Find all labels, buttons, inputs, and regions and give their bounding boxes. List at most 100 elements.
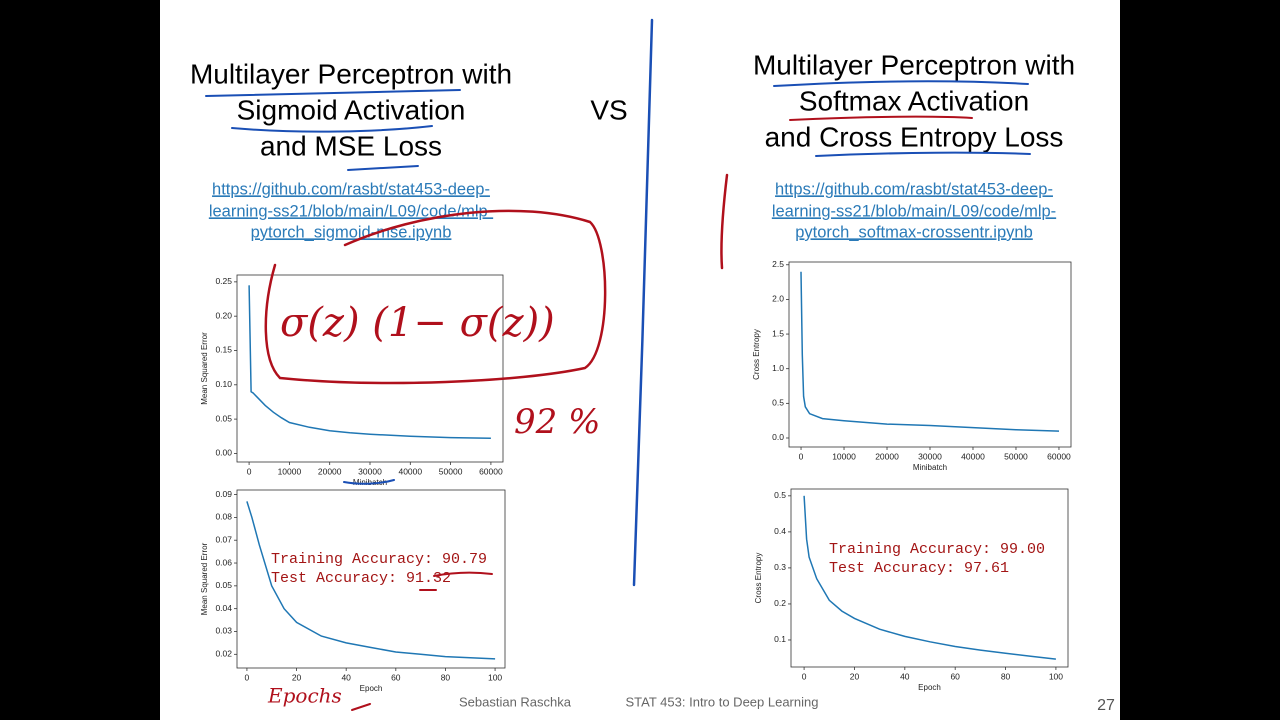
link-line[interactable]: learning-ss21/blob/main/L09/code/mlp- (209, 202, 493, 220)
y-tick-label: 1.0 (772, 363, 784, 373)
x-tick-label: 0 (799, 451, 804, 461)
x-tick-label: 80 (1001, 671, 1011, 681)
link-line[interactable]: https://github.com/rasbt/stat453-deep- (212, 180, 490, 198)
y-tick-label: 0.5 (774, 490, 786, 500)
x-axis-label: Epoch (360, 684, 383, 693)
data-line (246, 501, 496, 660)
underline (343, 479, 395, 485)
x-axis-label: Minibatch (353, 478, 387, 487)
ink-mark (720, 173, 729, 270)
right-link[interactable]: https://github.com/rasbt/stat453-deep- l… (772, 180, 1056, 241)
y-tick-label: 0.3 (774, 562, 786, 572)
data-line (248, 285, 491, 440)
underline (433, 571, 493, 577)
accuracy-text: Training Accuracy: 90.79 (271, 551, 487, 568)
y-tick-label: 0.00 (215, 448, 232, 458)
x-tick-label: 40 (900, 671, 910, 681)
link-line[interactable]: pytorch_sigmoid-mse.ipynb (251, 223, 452, 241)
x-tick-label: 100 (488, 672, 502, 682)
link-line[interactable]: pytorch_softmax-crossentr.ipynb (795, 223, 1033, 241)
accuracy-text: Training Accuracy: 99.00 (829, 541, 1045, 558)
y-tick-label: 0.2 (774, 598, 786, 608)
y-tick-label: 0.06 (215, 557, 232, 567)
y-tick-label: 0.05 (215, 413, 232, 423)
x-tick-label: 0 (247, 466, 252, 476)
x-tick-label: 60000 (479, 466, 503, 476)
x-tick-label: 80 (441, 672, 451, 682)
x-axis-label: Minibatch (913, 463, 947, 472)
x-axis-label: Epoch (918, 683, 941, 692)
x-tick-label: 20 (292, 672, 302, 682)
x-tick-label: 10000 (832, 451, 856, 461)
x-tick-label: 20 (850, 671, 860, 681)
y-tick-label: 0.25 (215, 276, 232, 286)
handwritten-epochs: Epochs (267, 684, 342, 708)
y-tick-label: 0.15 (215, 345, 232, 355)
handwritten-percent: 92 % (514, 402, 600, 442)
left-title: Multilayer Perceptron with Sigmoid Activ… (190, 58, 512, 161)
title-line: Sigmoid Activation (237, 94, 466, 125)
y-tick-label: 0.05 (215, 580, 232, 590)
ink-ellipse (264, 209, 607, 385)
y-tick-label: 1.5 (772, 328, 784, 338)
x-tick-label: 50000 (1004, 451, 1028, 461)
accuracy-text: Test Accuracy: 91.32 (271, 570, 451, 587)
footer-course: STAT 453: Intro to Deep Learning (626, 694, 819, 709)
slide (160, 0, 1120, 720)
divider-stroke (632, 18, 654, 587)
x-tick-label: 40000 (398, 466, 422, 476)
x-tick-label: 20000 (318, 466, 342, 476)
x-tick-label: 20000 (875, 451, 899, 461)
axes-frame (236, 489, 506, 669)
x-tick-label: 30000 (918, 451, 942, 461)
x-tick-label: 40000 (961, 451, 985, 461)
x-tick-label: 40 (341, 672, 351, 682)
x-tick-label: 100 (1049, 671, 1063, 681)
y-tick-label: 0.02 (215, 649, 232, 659)
underline (815, 151, 1031, 157)
y-axis-label: Mean Squared Error (200, 542, 209, 615)
vs-label: VS (590, 94, 627, 125)
underline (231, 125, 433, 133)
footer-author: Sebastian Raschka (459, 694, 572, 709)
y-tick-label: 0.04 (215, 603, 232, 613)
x-tick-label: 10000 (278, 466, 302, 476)
y-tick-label: 0.07 (215, 534, 232, 544)
title-line: Softmax Activation (799, 85, 1029, 116)
y-axis-label: Mean Squared Error (200, 332, 209, 405)
y-tick-label: 0.03 (215, 626, 232, 636)
y-tick-label: 2.0 (772, 294, 784, 304)
y-tick-label: 0.10 (215, 379, 232, 389)
handwritten-formula: σ(z) (1− σ(z)) (280, 300, 555, 346)
x-tick-label: 50000 (439, 466, 463, 476)
axes-frame (790, 488, 1069, 668)
underline (347, 165, 419, 171)
y-axis-label: Cross Entropy (752, 329, 761, 380)
x-tick-label: 0 (802, 671, 807, 681)
y-tick-label: 0.1 (774, 634, 786, 644)
underline (351, 703, 371, 711)
accuracy-text: Test Accuracy: 97.61 (829, 560, 1009, 577)
title-line: and MSE Loss (260, 130, 442, 161)
y-tick-label: 0.0 (772, 432, 784, 442)
y-tick-label: 0.20 (215, 310, 232, 320)
link-line[interactable]: learning-ss21/blob/main/L09/code/mlp- (772, 202, 1056, 220)
x-tick-label: 60000 (1047, 451, 1071, 461)
title-line: Multilayer Perceptron with (753, 49, 1075, 80)
y-tick-label: 2.5 (772, 259, 784, 269)
x-tick-label: 60 (391, 672, 401, 682)
title-line: and Cross Entropy Loss (765, 121, 1064, 152)
link-line[interactable]: https://github.com/rasbt/stat453-deep- (775, 180, 1053, 198)
right-title: Multilayer Perceptron with Softmax Activ… (753, 49, 1075, 152)
y-tick-label: 0.5 (772, 398, 784, 408)
underline (773, 80, 1029, 87)
x-tick-label: 30000 (358, 466, 382, 476)
underline (789, 115, 973, 121)
page-number: 27 (1097, 697, 1115, 714)
charts: 0 10000 20000 30000 40000 50000 600000.000.050… (200, 259, 1072, 693)
y-axis-label: Cross Entropy (754, 553, 763, 604)
data-line (800, 271, 1060, 432)
left-link[interactable]: https://github.com/rasbt/stat453-deep- l… (209, 180, 493, 241)
ink-strokes (205, 18, 1031, 711)
